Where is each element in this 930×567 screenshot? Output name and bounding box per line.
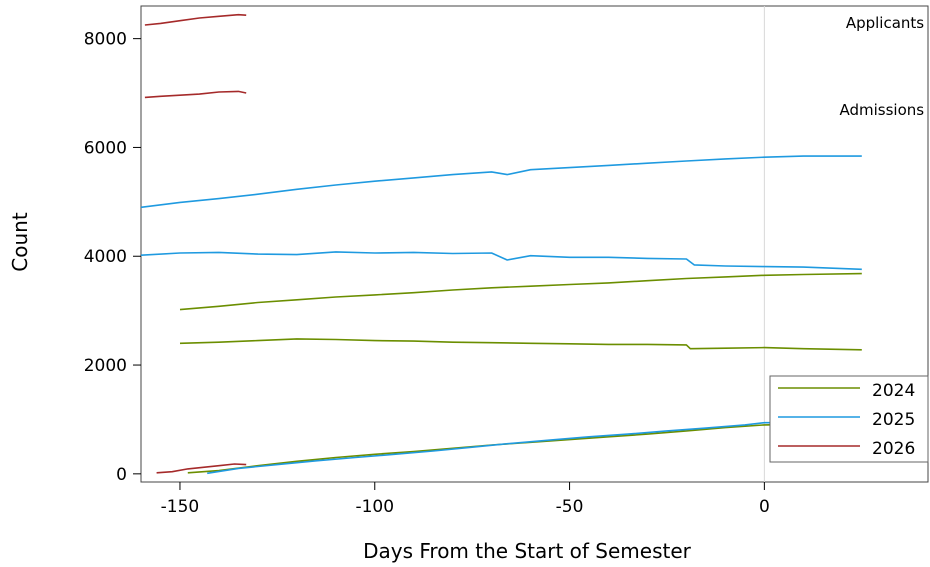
x-tick-label: -150: [161, 497, 200, 517]
y-tick-label: 0: [116, 465, 127, 485]
x-tick-label: -50: [556, 497, 584, 517]
y-axis: 0 2000 4000 6000 8000: [84, 30, 141, 485]
plot-frame: [140, 5, 929, 483]
series-line-2025-enrollment: [207, 421, 862, 475]
series-line-2024-applicants: [179, 272, 862, 311]
legend-label-2026: 2026: [872, 439, 915, 459]
x-tick-label: 0: [759, 497, 770, 517]
series-group: [140, 13, 862, 475]
series-line-2026-applicants: [144, 13, 247, 26]
legend-box: [769, 375, 929, 463]
legend-label-2025: 2025: [872, 410, 915, 430]
x-axis: -150 -100 -50 0: [161, 482, 770, 517]
series-line-2024-enrollment: [187, 423, 862, 474]
series-line-2026-admissions: [144, 90, 247, 99]
series-line-2025-admissions: [140, 251, 862, 271]
annotation-admissions: Admissions: [839, 101, 924, 119]
series-line-2024-admissions: [179, 338, 862, 351]
series-line-2025-applicants: [140, 155, 862, 209]
y-tick-label: 2000: [84, 356, 127, 376]
series-line-2026-enrollment: [156, 463, 247, 474]
y-tick-label: 6000: [84, 138, 127, 158]
x-axis-title: Days From the Start of Semester: [363, 539, 692, 563]
annotation-applicants: Applicants: [846, 14, 924, 32]
y-tick-label: 8000: [84, 30, 127, 50]
y-axis-title: Count: [8, 212, 32, 272]
y-tick-label: 4000: [84, 247, 127, 267]
legend-label-2024: 2024: [872, 381, 915, 401]
legend: 2024 2025 2026: [769, 375, 929, 463]
annotations: ApplicantsAdmissionsEnrollment: [839, 14, 924, 424]
plot-area-border: [140, 5, 929, 483]
x-tick-label: -100: [355, 497, 394, 517]
